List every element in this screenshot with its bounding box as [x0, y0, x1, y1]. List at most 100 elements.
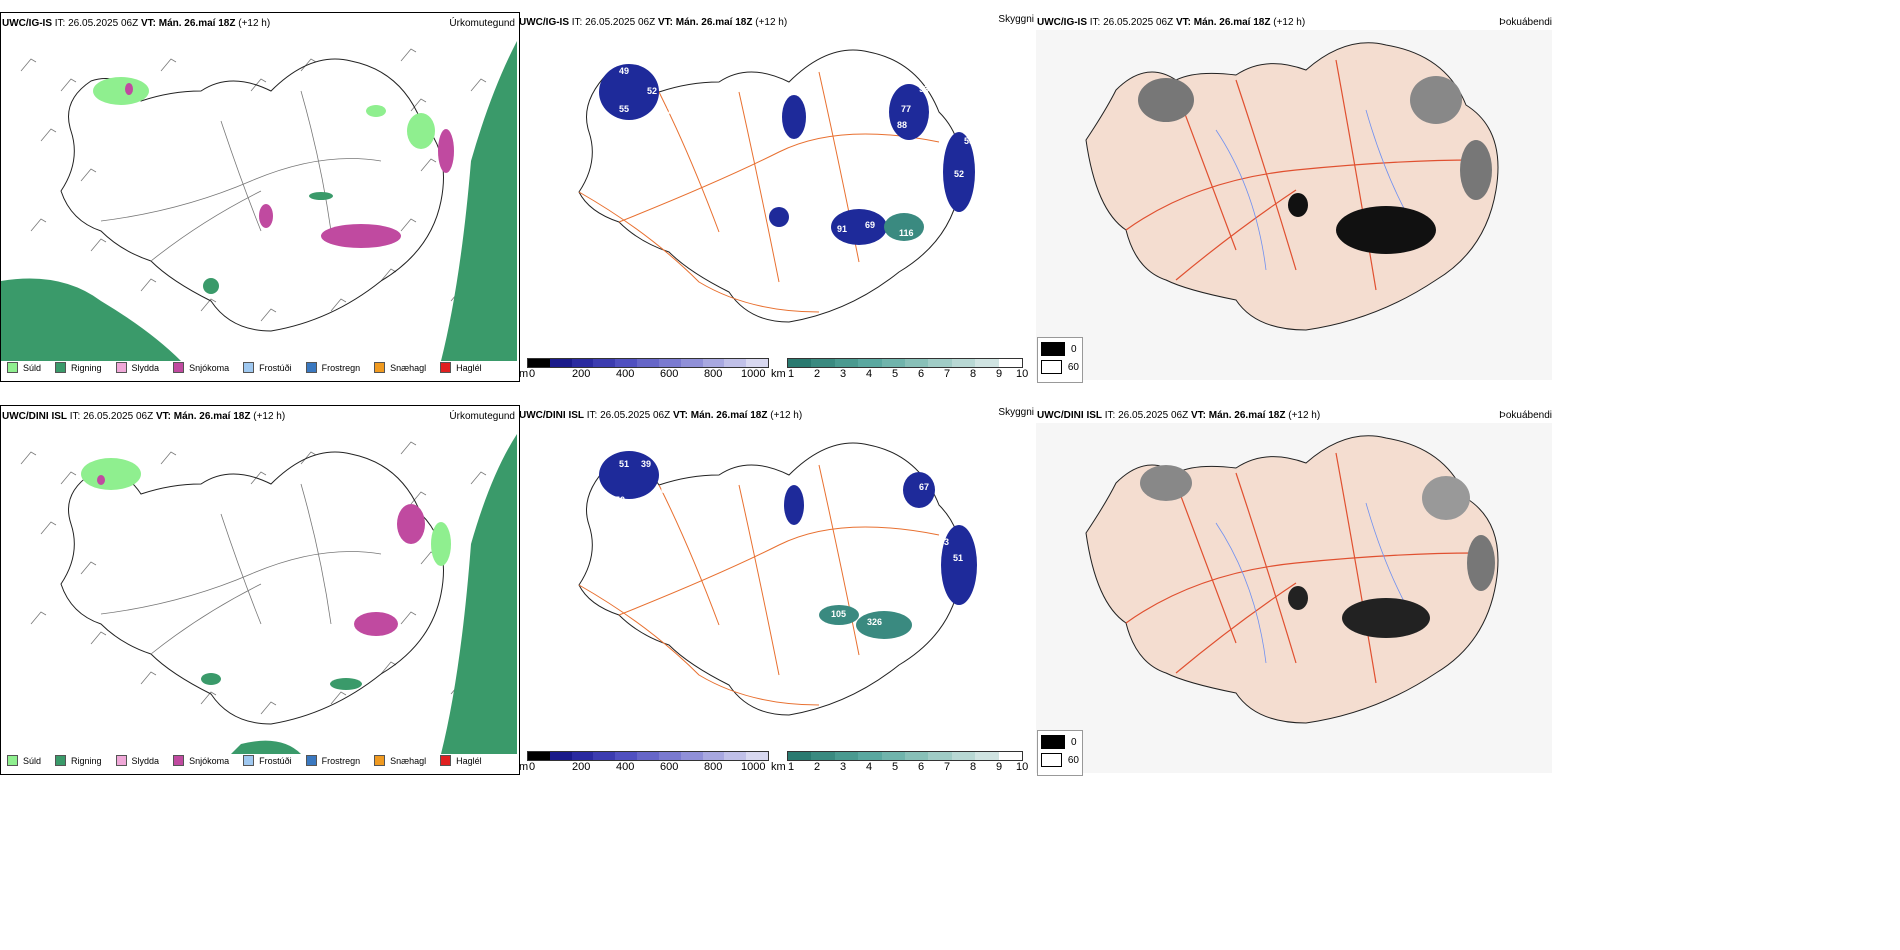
vis-values: 51 39 50 09 67 55 26 64 46 33 51 105 10 … [615, 459, 975, 627]
vis-value-label: 51 [953, 553, 963, 563]
panel-fog-bottom: UWC/DINI ISL IT: 26.05.2025 06Z VT: Mán.… [1036, 405, 1552, 776]
vis-value-label: 93 [919, 84, 929, 94]
panel-header: UWC/DINI ISL IT: 26.05.2025 06Z VT: Mán.… [2, 411, 286, 422]
height-scale-labels: m 0 200 400 600 800 1000 [519, 368, 766, 380]
panel-visibility-top: UWC/IG-IS IT: 26.05.2025 06Z VT: Mán. 26… [519, 12, 1034, 380]
legend-swatch [305, 362, 317, 373]
fog-legend: 0 60 [1037, 730, 1083, 776]
legend-item-hail: Haglél [440, 362, 482, 373]
roads [1125, 452, 1477, 684]
vis-value-label: 55 [964, 136, 974, 146]
vis-value-label: 58 [923, 140, 933, 150]
vis-value-label: 69 [865, 220, 875, 230]
vis-value-label: 49 [619, 66, 629, 76]
legend-item-rain: Rigning [55, 362, 102, 373]
vis-value-label: 55 [619, 104, 629, 114]
visibility-map: 51 39 50 09 67 55 26 64 46 33 51 105 10 … [578, 442, 977, 716]
sea-rain-south [231, 740, 301, 754]
precip-map [20, 434, 517, 754]
legend-swatch [7, 755, 18, 766]
legend-swatch [440, 362, 452, 373]
legend-swatch [243, 755, 255, 766]
vis-value-label: 77 [901, 104, 911, 114]
vis-value-label: 105 [831, 609, 846, 619]
fog-legend-light: 60 [1041, 753, 1079, 767]
fog-legend-light: 60 [1041, 360, 1079, 374]
visibility-map: 49 52 76 55 77 93 88 33 58 55 52 91 69 1… [578, 49, 975, 323]
panel-title: Skyggni [998, 407, 1034, 418]
vis-value-label: 50 [615, 495, 625, 505]
height-scale-labels: m 0 200 400 600 800 1000 [519, 761, 766, 773]
legend-swatch [55, 362, 67, 373]
legend-swatch [173, 755, 185, 766]
legend-item-sleet: Slydda [115, 755, 159, 766]
vis-value-label: 52 [647, 86, 657, 96]
vis-value-label: 24 [869, 252, 879, 262]
vis-value-label: 67 [919, 482, 929, 492]
iceland-coast [60, 451, 444, 725]
precip-legend: Súld Rigning Slydda Snjókoma Frostúði Fr… [7, 362, 482, 373]
vis-value-label: 64 [919, 521, 929, 531]
legend-item-snow-pellets: Snæhagl [374, 362, 426, 373]
legend-swatch [243, 362, 255, 373]
iceland-land [1085, 435, 1499, 724]
panel-header: UWC/IG-IS IT: 26.05.2025 06Z VT: Mán. 26… [1037, 17, 1306, 28]
vis-value-label: 88 [897, 120, 907, 130]
legend-item-freezing-drizzle: Frostúði [243, 362, 292, 373]
panel-fog-top: UWC/IG-IS IT: 26.05.2025 06Z VT: Mán. 26… [1036, 12, 1552, 383]
legend-item-snow-pellets: Snæhagl [374, 755, 426, 766]
legend-swatch [7, 362, 18, 373]
roads [100, 483, 382, 655]
vis-value-label: 39 [641, 459, 651, 469]
legend-item-freezing-rain: Frostregn [305, 755, 360, 766]
fog-map [1036, 30, 1552, 380]
vis-value-label: 52 [954, 169, 964, 179]
iceland-land [1085, 42, 1499, 331]
precip-map [1, 41, 517, 361]
height-colorbar [527, 358, 769, 368]
legend-swatch [440, 755, 452, 766]
wind-barbs [20, 48, 497, 322]
visibility-scale-labels: km 1 2 3 4 5 6 7 8 9 10 [771, 368, 1029, 380]
vis-value-label: 10 [861, 605, 871, 615]
fog-legend-dark: 0 [1041, 735, 1079, 749]
legend-swatch [374, 755, 386, 766]
sea-rain-west [1, 278, 181, 361]
vis-value-label: 46 [965, 517, 975, 527]
panel-precip-type-top: UWC/IG-IS IT: 26.05.2025 06Z VT: Mán. 26… [0, 12, 520, 382]
roads [100, 90, 382, 262]
sea-rain-east [441, 41, 517, 361]
panel-title: Skyggni [998, 14, 1034, 25]
panel-visibility-bottom: UWC/DINI ISL IT: 26.05.2025 06Z VT: Mán.… [519, 405, 1034, 773]
vis-value-label: 33 [937, 124, 947, 134]
vis-values: 49 52 76 55 77 93 88 33 58 55 52 91 69 1… [619, 66, 974, 262]
legend-swatch [115, 362, 127, 373]
panel-title: Þokuábendi [1499, 410, 1552, 421]
vis-value-label: 51 [619, 459, 629, 469]
legend-item-drizzle: Súld [7, 755, 41, 766]
panel-title: Þokuábendi [1499, 17, 1552, 28]
panel-header: UWC/IG-IS IT: 26.05.2025 06Z VT: Mán. 26… [519, 17, 788, 28]
panel-precip-type-bottom: UWC/DINI ISL IT: 26.05.2025 06Z VT: Mán.… [0, 405, 520, 775]
vis-value-label: 116 [899, 228, 914, 238]
vis-value-label: 55 [895, 497, 905, 507]
vis-value-label: 76 [667, 106, 677, 116]
panel-header: UWC/IG-IS IT: 26.05.2025 06Z VT: Mán. 26… [2, 18, 271, 29]
legend-swatch [173, 362, 185, 373]
vis-value-label: 33 [939, 537, 949, 547]
roads [578, 71, 940, 313]
legend-swatch [305, 755, 317, 766]
legend-item-sleet: Slydda [115, 362, 159, 373]
precip-legend: Súld Rigning Slydda Snjókoma Frostúði Fr… [7, 755, 482, 766]
panel-header: UWC/DINI ISL IT: 26.05.2025 06Z VT: Mán.… [1037, 410, 1321, 421]
height-colorbar [527, 751, 769, 761]
legend-swatch [374, 362, 386, 373]
vis-value-label: 326 [867, 617, 882, 627]
panel-title: Úrkomutegund [449, 411, 515, 422]
legend-swatch [115, 755, 127, 766]
fog-legend-dark: 0 [1041, 342, 1079, 356]
legend-item-freezing-drizzle: Frostúði [243, 755, 292, 766]
fog-legend: 0 60 [1037, 337, 1083, 383]
legend-swatch [55, 755, 67, 766]
visibility-scale-labels: km 1 2 3 4 5 6 7 8 9 10 [771, 761, 1029, 773]
